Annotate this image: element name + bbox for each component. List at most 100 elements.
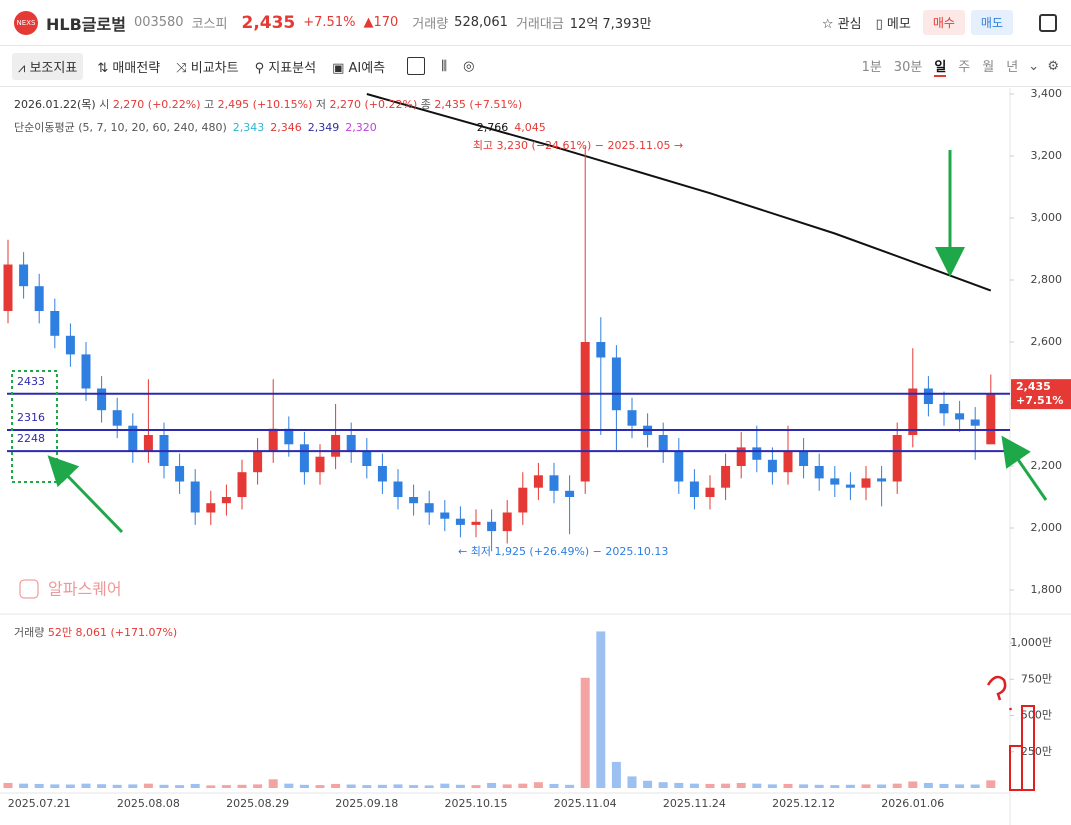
indicators-button[interactable]: ⩘ 보조지표 (12, 52, 84, 80)
ai-button[interactable]: ▣ AI예측 (332, 60, 386, 76)
ai-label[interactable]: AI예측 (348, 60, 386, 76)
volume-label: 거래량 (412, 17, 449, 32)
candle-body (299, 444, 309, 473)
analysis-button[interactable]: ⚲ 지표분석 (254, 60, 317, 76)
candle-body (440, 512, 450, 519)
draw-button[interactable] (407, 57, 426, 75)
date-label: 2025.09.18 (335, 797, 398, 810)
date-label: 2025.08.08 (117, 797, 180, 810)
strategy-label[interactable]: 매매전략 (112, 60, 161, 76)
volume-bar (393, 784, 403, 788)
compare-label[interactable]: 비교차트 (190, 60, 239, 76)
candle-body (331, 435, 341, 457)
strategy-button[interactable]: ⇅ 매매전략 (97, 60, 161, 76)
volume-bar (861, 784, 871, 788)
candle-body (34, 286, 44, 311)
date-label: 2025.10.15 (445, 797, 508, 810)
volume-bar (34, 783, 44, 788)
capture-button[interactable]: ◎ (463, 58, 475, 74)
layout-button[interactable] (1039, 13, 1057, 32)
toolbar: ⩘ 보조지표 ⇅ 매매전략 ⤨ 비교차트 ⚲ 지표분석 ▣ AI예측 ⫼ ◎ 1… (0, 46, 1071, 87)
candle-body (658, 435, 668, 451)
volume-bar (783, 783, 793, 788)
candle-body (65, 335, 75, 355)
buy-button[interactable]: 매수 (922, 10, 965, 35)
y-tick-label: 3,200 (1031, 149, 1063, 162)
amount-label: 거래대금 (515, 17, 564, 32)
max-note: 최고 3,230 (−24.61%) − 2025.11.05 → (473, 139, 683, 152)
annotation-mark (986, 675, 1013, 711)
long-ma-line (366, 93, 992, 292)
sell-button[interactable]: 매도 (970, 10, 1013, 35)
volume-bar (143, 783, 153, 788)
candle-body (674, 450, 684, 482)
price: 2,435 (241, 12, 296, 33)
volume-bar (533, 782, 543, 788)
memo-button[interactable]: ▯ 메모 (875, 17, 911, 32)
volume-bar (845, 784, 855, 788)
candle-body (346, 435, 356, 451)
candle-body (970, 419, 980, 426)
candle-body (955, 413, 965, 420)
volume-bar (65, 784, 75, 788)
volume-bar (799, 784, 809, 788)
candle-body (627, 410, 637, 426)
settings-button[interactable]: ⌄ ⚙ (1028, 58, 1059, 74)
candle-body (736, 447, 746, 466)
volume-bar (611, 761, 621, 788)
ma-legend: 단순이동평균 (5, 7, 10, 20, 60, 240, 480) 2,343… (14, 121, 546, 134)
volume-bar (440, 783, 450, 788)
candle-body (315, 456, 325, 473)
volume-bar (627, 776, 637, 788)
candle-body (221, 497, 231, 504)
candle-body (814, 466, 824, 479)
annotation-arrow (1001, 435, 1048, 501)
candle-body (689, 481, 699, 497)
volume-bar (892, 783, 902, 788)
min-note: ← 최저 1,925 (+26.49%) − 2025.10.13 (458, 545, 668, 558)
memo-label[interactable]: 메모 (886, 17, 911, 32)
compare-button[interactable]: ⤨ 비교차트 (176, 60, 239, 76)
candle-body (892, 435, 902, 482)
indicators-label[interactable]: 보조지표 (29, 60, 78, 76)
period-tab[interactable]: 주 (958, 59, 971, 75)
candle-body (549, 475, 559, 491)
candle-body (799, 450, 809, 466)
candle-body (268, 428, 278, 451)
volume-bar (705, 783, 715, 788)
volume-bar (814, 784, 824, 788)
y-tick-label: 2,200 (1031, 459, 1063, 472)
candle-body (565, 490, 575, 497)
period-tab[interactable]: 일 (934, 56, 947, 77)
volume-bar (674, 782, 684, 788)
change: ▲170 (363, 15, 399, 30)
period-tab[interactable]: 30분 (893, 59, 923, 75)
period-tab[interactable]: 1분 (861, 59, 882, 75)
volume-bar (409, 785, 419, 788)
volume-bar (81, 783, 91, 788)
candle-body (377, 466, 387, 482)
candle-body (845, 484, 855, 488)
candle-body (455, 518, 465, 525)
date-label: 2025.11.04 (554, 797, 617, 810)
candle-body (986, 393, 996, 445)
candle-body (97, 388, 107, 411)
candle-body (611, 357, 621, 411)
watch-button[interactable]: ☆ 관심 (821, 17, 862, 32)
ma-value: 2,320 (345, 121, 377, 134)
volume-bar (970, 784, 980, 788)
volume-bar (455, 784, 465, 788)
period-tab[interactable]: 월 (982, 59, 995, 75)
candle-button[interactable]: ⫼ (441, 58, 448, 74)
volume-bar (643, 780, 653, 788)
date-label: 2025.12.12 (772, 797, 835, 810)
last-change: +7.51% (1016, 394, 1063, 407)
volume-bar (923, 782, 933, 788)
analysis-label[interactable]: 지표분석 (268, 60, 317, 76)
candle-body (112, 410, 122, 426)
candle-body (783, 450, 793, 473)
candle-body (237, 472, 247, 497)
period-tab[interactable]: 년 (1006, 59, 1019, 75)
candle-body (253, 450, 263, 473)
watch-label[interactable]: 관심 (837, 17, 862, 32)
